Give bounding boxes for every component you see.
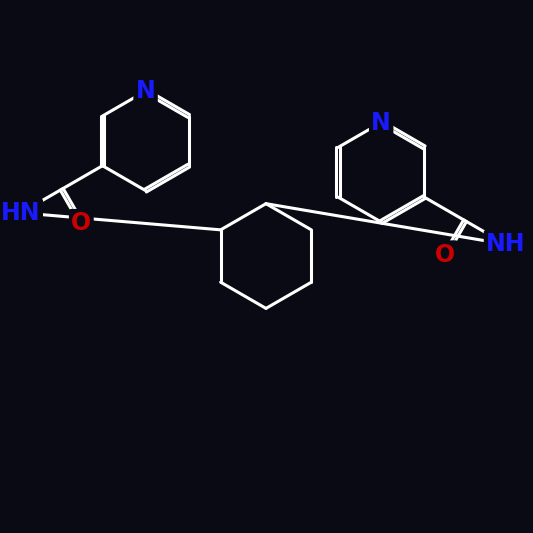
Text: O: O [435,243,456,266]
Text: NH: NH [486,232,526,256]
Text: O: O [71,211,91,235]
Text: N: N [136,79,156,103]
Text: N: N [372,110,391,134]
Text: HN: HN [1,201,41,225]
